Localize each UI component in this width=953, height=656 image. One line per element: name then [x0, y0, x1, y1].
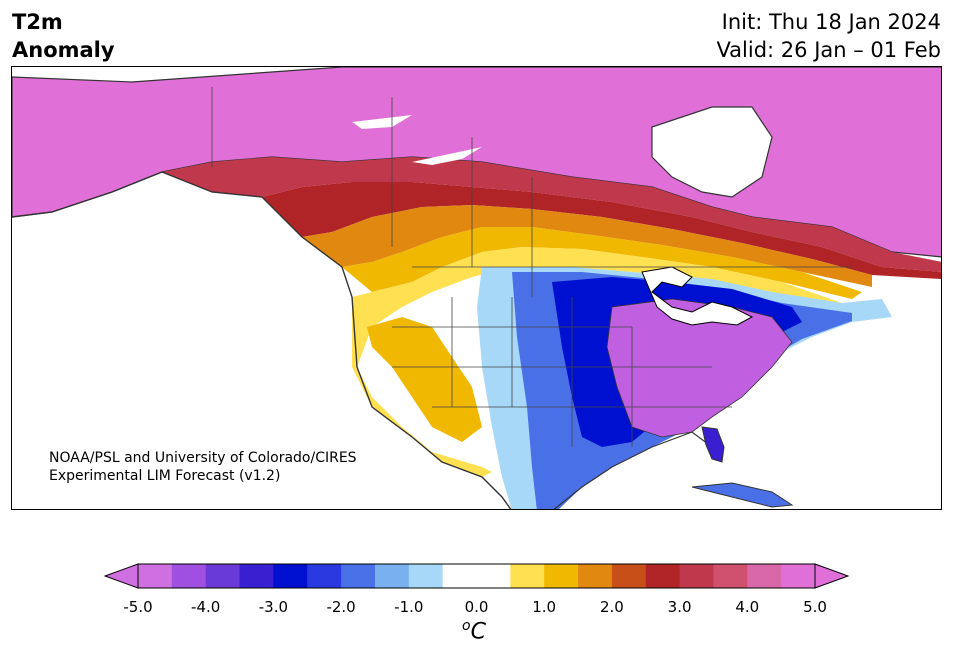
colorbar-cell [611, 564, 647, 588]
colorbar-cell [747, 564, 782, 588]
units-base: C [470, 619, 486, 645]
init-date-label: Init: Thu 18 Jan 2024 [721, 10, 941, 34]
great-lakes [641, 266, 754, 326]
title-line-2: Anomaly [12, 38, 115, 62]
colorbar-units: oC [462, 618, 486, 644]
colorbar-cell [510, 564, 545, 588]
colorbar-tick-label: 5.0 [803, 598, 827, 616]
warm-anomaly-red [162, 157, 941, 272]
colorbar [103, 563, 850, 589]
colorbar-cell [781, 564, 816, 588]
colorbar-tick-label: -5.0 [123, 598, 153, 616]
map-canvas [12, 67, 941, 509]
florida [701, 426, 725, 463]
warm-anomaly-darkred [262, 182, 941, 279]
colorbar-cell [239, 564, 274, 588]
coastline [12, 171, 512, 509]
colorbar-cell [408, 564, 444, 588]
map-title: T2m Anomaly [12, 8, 115, 64]
colorbar-tick-label: 0.0 [464, 598, 489, 616]
credit-text: NOAA/PSL and University of Colorado/CIRE… [49, 449, 357, 485]
arctic-ice-patch [412, 147, 482, 165]
valid-date-label: Valid: 26 Jan – 01 Feb [716, 38, 941, 62]
colorbar-cell [341, 564, 376, 588]
political-borders [211, 87, 852, 447]
anomaly-map [11, 66, 942, 510]
warm-anomaly-orange [302, 205, 872, 287]
colorbar-cell [713, 564, 748, 588]
greenland-ice-patch [352, 115, 412, 129]
credit-line-1: NOAA/PSL and University of Colorado/CIRE… [49, 450, 357, 466]
forecast-dates: Init: Thu 18 Jan 2024 Valid: 26 Jan – 01… [716, 8, 941, 64]
title-line-1: T2m [12, 10, 63, 34]
colorbar-tick-label: -3.0 [258, 598, 289, 616]
warm-anomaly-sw [367, 317, 482, 442]
colorbar-tick-label: -1.0 [394, 598, 424, 616]
colorbar-cell [578, 564, 613, 588]
hudson-bay [651, 106, 773, 198]
colorbar-cell [307, 564, 342, 588]
colorbar-cell [544, 564, 579, 588]
colorbar-tick-label: 1.0 [532, 598, 557, 616]
colorbar-cell [374, 564, 410, 588]
colorbar-right-arrow [814, 563, 850, 589]
colorbar-cell [171, 564, 207, 588]
colorbar-left-arrow [103, 563, 139, 589]
cuba [691, 482, 794, 508]
units-superscript: o [462, 618, 471, 634]
colorbar-cell [273, 564, 308, 588]
colorbar-cell [645, 564, 681, 588]
colorbar-tick-label: -2.0 [326, 598, 356, 616]
colorbar-frame [137, 563, 816, 589]
colorbar-cell [679, 564, 714, 588]
colorbar-tick-label: -4.0 [191, 598, 221, 616]
colorbar-cell [138, 564, 173, 588]
colorbar-cell [442, 564, 477, 588]
colorbar-tick-label: 4.0 [735, 598, 760, 616]
credit-line-2: Experimental LIM Forecast (v1.2) [49, 468, 281, 484]
colorbar-cell [476, 564, 511, 588]
colorbar-cell [205, 564, 241, 588]
colorbar-tick-label: 2.0 [599, 598, 624, 616]
colorbar-tick-label: 3.0 [667, 598, 692, 616]
